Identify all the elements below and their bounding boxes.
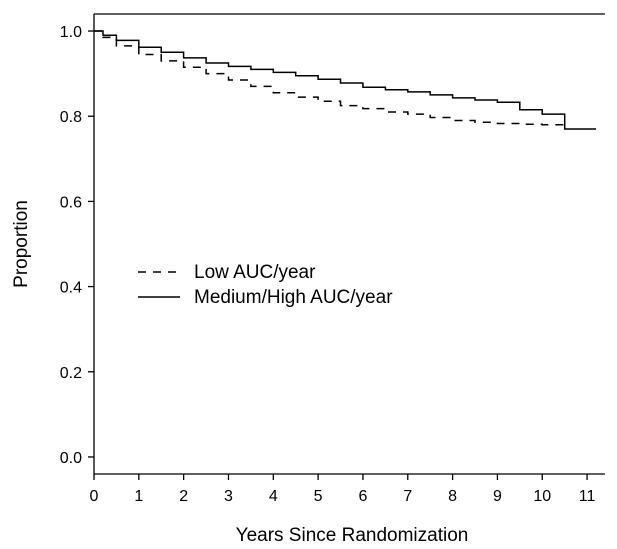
x-tick-label: 11 xyxy=(579,488,596,505)
legend-label-low: Low AUC/year xyxy=(194,262,316,283)
x-axis-title: Years Since Randomization xyxy=(236,525,469,546)
x-tick-label: 7 xyxy=(403,488,412,505)
x-tick-label: 3 xyxy=(224,488,233,505)
x-tick-label: 4 xyxy=(269,488,278,505)
legend: Low AUC/year Medium/High AUC/year xyxy=(138,262,393,308)
series-line-low-auc xyxy=(94,30,565,126)
x-tick-label: 6 xyxy=(358,488,367,505)
x-axis-ticks: 0 1 2 3 4 5 6 7 8 9 10 11 xyxy=(90,474,596,505)
plot-frame xyxy=(93,13,605,475)
x-tick-label: 8 xyxy=(448,488,457,505)
y-tick-label: 1.0 xyxy=(60,24,82,41)
x-tick-label: 9 xyxy=(493,488,502,505)
legend-label-medium-high: Medium/High AUC/year xyxy=(194,287,393,308)
x-tick-label: 5 xyxy=(314,488,323,505)
series-layer xyxy=(94,30,596,130)
x-tick-label: 1 xyxy=(134,488,143,505)
series-line-medium-high-auc xyxy=(94,30,596,130)
y-tick-label: 0.4 xyxy=(60,280,82,297)
y-tick-label: 0.2 xyxy=(60,365,82,382)
y-tick-label: 0.0 xyxy=(60,450,82,467)
x-tick-label: 0 xyxy=(90,488,99,505)
y-axis-ticks: 0.0 0.2 0.4 0.6 0.8 1.0 xyxy=(60,24,94,467)
x-tick-label: 10 xyxy=(533,488,551,505)
y-tick-label: 0.6 xyxy=(60,194,82,211)
y-tick-label: 0.8 xyxy=(60,109,82,126)
x-tick-label: 2 xyxy=(179,488,188,505)
y-axis-title: Proportion xyxy=(11,200,32,288)
